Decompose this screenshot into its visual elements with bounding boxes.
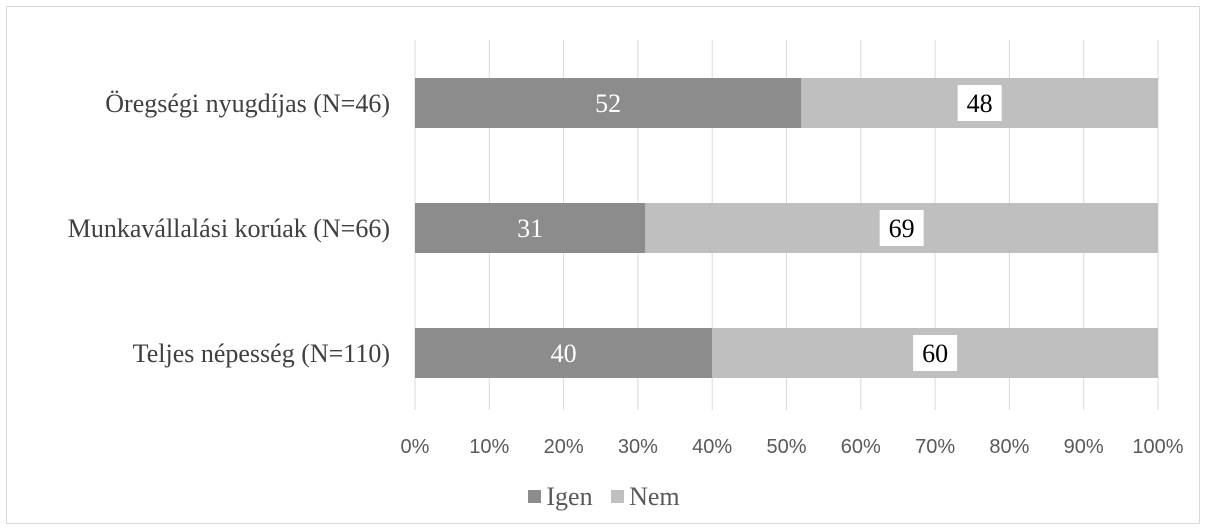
legend-swatch-igen bbox=[528, 490, 542, 503]
legend: Igen Nem bbox=[0, 480, 1208, 512]
data-label-box bbox=[957, 85, 1002, 121]
stacked-bar-chart: 52 48 Öregségi nyugdíjas (N=46) 31 69 Munkavá… bbox=[68, 40, 1184, 458]
legend-item-igen: Igen bbox=[528, 481, 593, 512]
data-label: 69 bbox=[889, 214, 915, 243]
x-tick-label: 40% bbox=[692, 436, 732, 458]
category-label: Teljes népesség (N=110) bbox=[133, 339, 390, 368]
x-tick-label: 90% bbox=[1064, 436, 1104, 458]
bar-igen bbox=[415, 78, 802, 128]
x-tick-label: 0% bbox=[401, 436, 430, 458]
data-label-box bbox=[879, 210, 924, 246]
x-tick-label: 100% bbox=[1132, 436, 1183, 458]
x-tick-label: 20% bbox=[544, 436, 584, 458]
bar-igen bbox=[415, 328, 713, 378]
x-tick-label: 80% bbox=[989, 436, 1029, 458]
x-tick-label: 50% bbox=[766, 436, 806, 458]
legend-label-igen: Igen bbox=[546, 481, 593, 511]
data-label: 48 bbox=[967, 89, 993, 118]
data-label: 52 bbox=[595, 89, 621, 118]
x-tick-label: 60% bbox=[841, 436, 881, 458]
bar-igen bbox=[415, 203, 646, 253]
legend-swatch-nem bbox=[611, 490, 625, 503]
data-label: 40 bbox=[551, 339, 577, 368]
data-label-box bbox=[913, 335, 958, 371]
category-label: Öregségi nyugdíjas (N=46) bbox=[105, 89, 390, 118]
data-label: 60 bbox=[922, 339, 948, 368]
x-tick-label: 30% bbox=[618, 436, 658, 458]
data-label: 31 bbox=[517, 214, 543, 243]
x-tick-label: 10% bbox=[469, 436, 509, 458]
legend-label-nem: Nem bbox=[629, 481, 680, 511]
category-label: Munkavállalási korúak (N=66) bbox=[68, 214, 390, 243]
x-tick-label: 70% bbox=[915, 436, 955, 458]
legend-item-nem: Nem bbox=[611, 482, 680, 512]
